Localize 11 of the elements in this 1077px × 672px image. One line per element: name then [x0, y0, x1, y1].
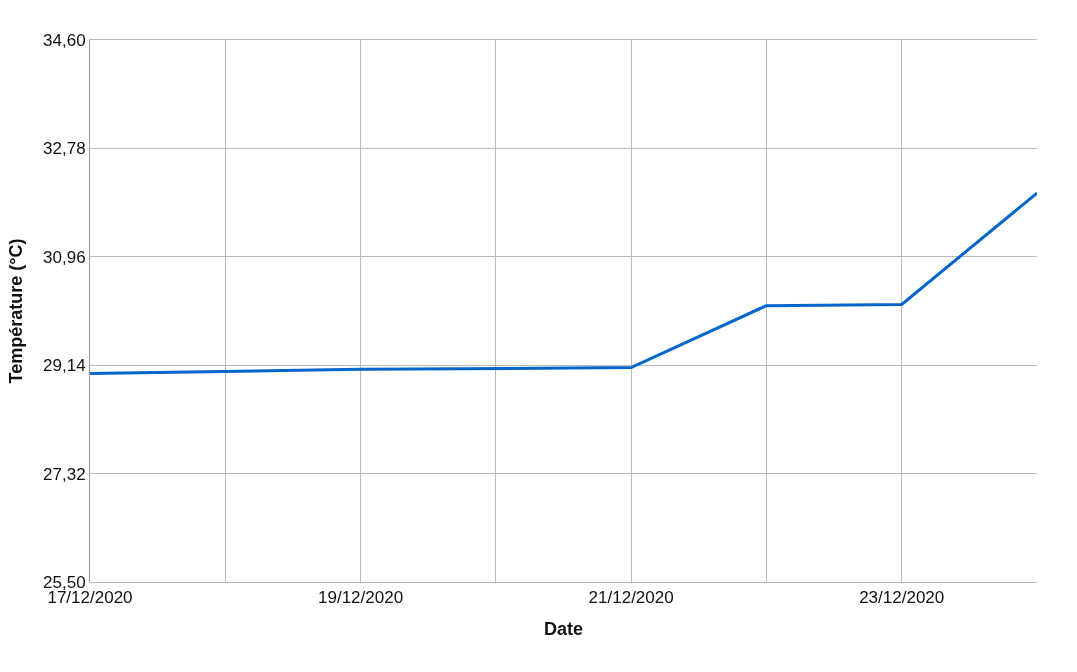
line-series	[90, 191, 1037, 376]
y-tick-label: 34,60	[43, 30, 86, 50]
x-tick-label: 21/12/2020	[588, 588, 674, 608]
y-tick-label: 27,32	[43, 464, 86, 484]
y-tick-label: 30,96	[43, 247, 86, 267]
x-tick-label: 19/12/2020	[318, 588, 404, 608]
x-tick-label: 23/12/2020	[859, 588, 945, 608]
y-tick-label: 32,78	[43, 139, 86, 159]
y-tick-label: 29,14	[43, 356, 86, 376]
x-axis-title: Date	[543, 618, 584, 639]
y-axis-title: Température (°C)	[6, 238, 27, 384]
